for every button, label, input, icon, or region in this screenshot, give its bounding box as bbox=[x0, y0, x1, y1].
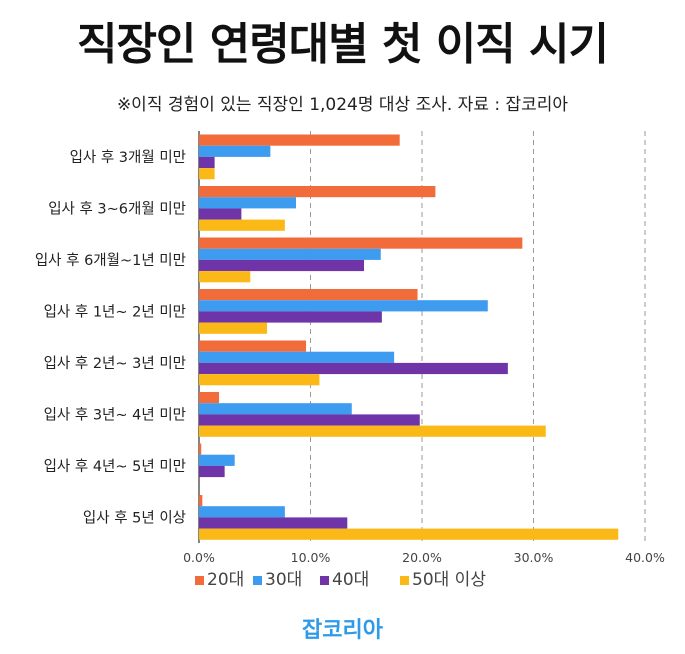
category-label: 입사 후 6개월~1년 미만 bbox=[35, 252, 186, 269]
bar bbox=[199, 134, 400, 146]
category-label: 입사 후 3년~ 4년 미만 bbox=[44, 406, 186, 423]
category-label: 입사 후 2년~ 3년 미만 bbox=[44, 355, 186, 372]
bar bbox=[199, 454, 235, 466]
legend-label: 20대 bbox=[207, 570, 244, 590]
x-tick-label: 20.0% bbox=[402, 550, 442, 565]
bar bbox=[199, 392, 220, 404]
source-label: 잡코리아 bbox=[302, 618, 383, 643]
bar bbox=[199, 289, 418, 301]
category-label: 입사 후 3개월 미만 bbox=[70, 149, 186, 166]
bar bbox=[199, 208, 242, 220]
bar bbox=[199, 517, 348, 529]
bar bbox=[199, 374, 320, 386]
legend-swatch bbox=[400, 576, 409, 585]
bar bbox=[199, 443, 202, 455]
bar bbox=[199, 425, 546, 437]
bar bbox=[199, 528, 619, 540]
bar bbox=[199, 362, 508, 375]
legend-label: 30대 bbox=[265, 570, 302, 590]
bar bbox=[199, 248, 381, 260]
bar bbox=[199, 495, 203, 507]
legend-swatch bbox=[320, 576, 329, 585]
bar bbox=[199, 311, 382, 323]
bar bbox=[199, 403, 352, 415]
category-label: 입사 후 4년~ 5년 미만 bbox=[44, 458, 186, 475]
bar bbox=[199, 197, 297, 209]
legend-label: 40대 bbox=[332, 570, 369, 590]
chart-title: 직장인 연령대별 첫 이직 시기 bbox=[76, 19, 609, 70]
chart-subtitle: ※이직 경험이 있는 직장인 1,024명 대상 조사. 자료 : 잡코리아 bbox=[116, 95, 569, 115]
legend-swatch bbox=[253, 576, 262, 585]
x-tick-label: 30.0% bbox=[514, 550, 554, 565]
x-tick-label: 0.0% bbox=[183, 550, 215, 565]
legend-label: 50대 이상 bbox=[412, 570, 486, 590]
bar bbox=[199, 219, 285, 231]
category-label: 입사 후 3~6개월 미만 bbox=[48, 200, 186, 217]
bar bbox=[199, 156, 215, 169]
bar bbox=[199, 351, 395, 363]
bar bbox=[199, 186, 436, 198]
bar bbox=[199, 414, 420, 426]
bar bbox=[199, 300, 488, 312]
bar bbox=[199, 271, 251, 283]
bar bbox=[199, 145, 271, 157]
bar bbox=[199, 237, 523, 249]
bar bbox=[199, 340, 307, 352]
bar bbox=[199, 259, 365, 272]
category-label: 입사 후 5년 이상 bbox=[83, 509, 186, 526]
category-label: 입사 후 1년~ 2년 미만 bbox=[44, 303, 186, 320]
x-tick-label: 40.0% bbox=[625, 550, 665, 565]
bar bbox=[199, 322, 268, 334]
x-tick-label: 10.0% bbox=[291, 550, 331, 565]
bar bbox=[199, 506, 285, 518]
legend-swatch bbox=[195, 576, 204, 585]
bar bbox=[199, 168, 215, 180]
bar bbox=[199, 465, 225, 478]
